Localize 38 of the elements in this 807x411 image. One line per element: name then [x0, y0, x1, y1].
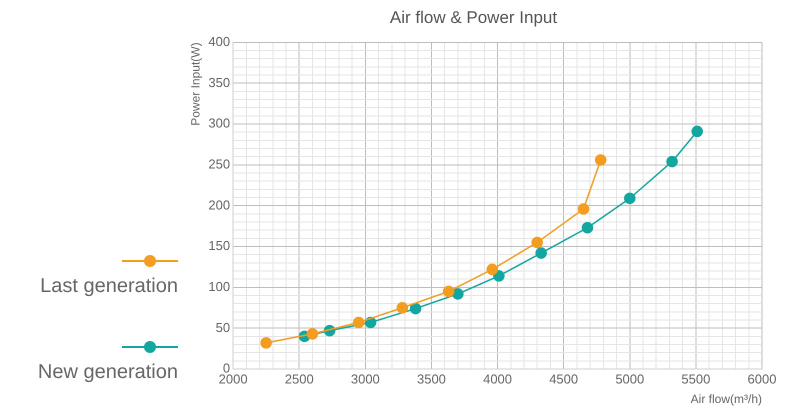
- x-tick-label: 5000: [615, 371, 644, 386]
- point: [410, 302, 422, 314]
- y-tick-label: 400: [208, 34, 230, 49]
- point: [582, 222, 594, 234]
- x-tick-label: 6000: [748, 371, 776, 386]
- legend-label: Last generation: [40, 275, 178, 298]
- x-tick-label: 3500: [416, 371, 446, 386]
- point: [594, 154, 606, 166]
- y-tick-label: 350: [208, 74, 230, 90]
- y-tick-label: 300: [208, 116, 230, 131]
- point: [531, 236, 543, 248]
- point: [306, 328, 318, 340]
- point: [452, 288, 464, 300]
- x-tick-label: 4500: [549, 371, 578, 386]
- x-tick-label: 3000: [350, 371, 380, 386]
- legend-label: New generation: [38, 361, 178, 384]
- y-tick-label: 150: [208, 238, 230, 254]
- x-tick-label: 2500: [284, 371, 314, 386]
- point: [486, 264, 498, 276]
- point: [535, 247, 547, 259]
- point: [396, 302, 408, 314]
- chart-title: Air flow & Power Input: [390, 8, 558, 27]
- point: [352, 316, 364, 328]
- point: [624, 192, 636, 204]
- y-tick-label: 50: [216, 320, 230, 335]
- y-tick-label: 100: [208, 278, 230, 294]
- x-tick-label: 5500: [681, 371, 710, 386]
- y-tick-label: 200: [208, 197, 230, 212]
- y-axis-title: Power Input(W): [188, 42, 203, 126]
- point: [493, 270, 505, 282]
- point: [666, 156, 678, 168]
- y-tick-label: 250: [208, 156, 230, 172]
- x-tick-label: 4000: [483, 371, 512, 386]
- point: [442, 286, 454, 298]
- point: [578, 203, 590, 215]
- point: [691, 126, 703, 138]
- point: [260, 337, 272, 349]
- x-axis-title: Air flow(m³/h): [690, 392, 762, 406]
